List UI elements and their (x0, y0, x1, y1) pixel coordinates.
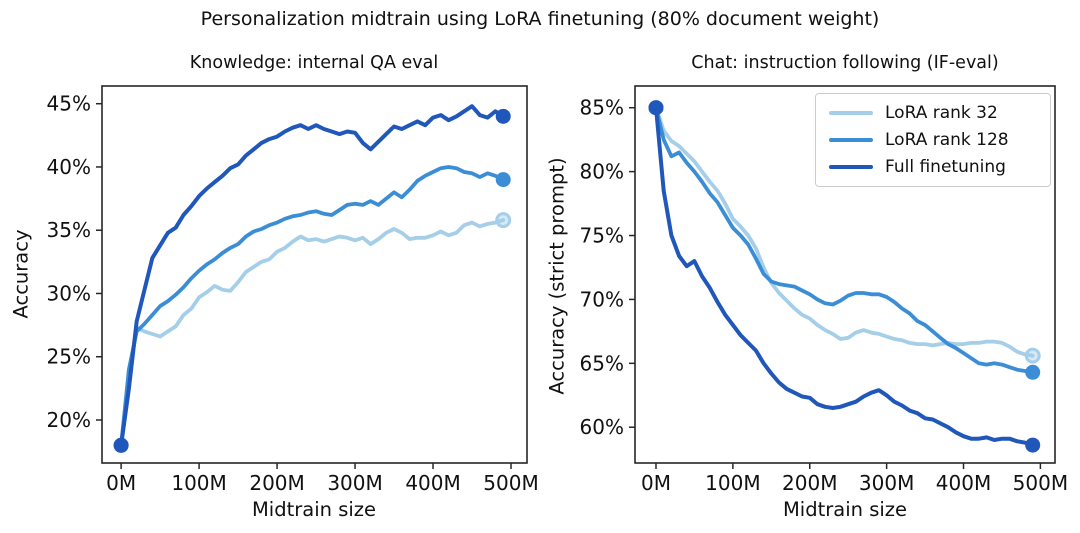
x-tick-label: 400M (405, 471, 460, 495)
legend-swatch-full-finetuning (829, 164, 873, 170)
start-marker-full-finetuning (648, 100, 664, 116)
y-tick-label: 70% (580, 287, 624, 311)
left-x-axis-label: Midtrain size (251, 498, 377, 521)
right-y-axis-label: Accuracy (strict prompt) (545, 157, 569, 395)
legend-label-lora-rank-128: LoRA rank 128 (885, 130, 1009, 150)
start-marker-full-finetuning (113, 437, 129, 453)
axis-ticks: 0M 100M 200M 300M 400M 500M 60% 65% 70% 75% 80% 85% (580, 96, 1069, 495)
x-tick-label: 200M (249, 471, 304, 495)
end-marker-full-finetuning (1025, 437, 1041, 453)
right-plot-title: Chat: instruction following (IF-eval) (691, 53, 999, 73)
y-tick-label: 65% (580, 351, 624, 375)
x-tick-label: 300M (859, 471, 914, 495)
axis-ticks: 0M 100M 200M 300M 400M 500M 20% 25% 30% 35% 40% 45% (47, 92, 539, 495)
x-tick-label: 0M (641, 471, 671, 495)
series-lora-rank-32 (113, 212, 512, 453)
end-marker-lora-rank-32 (495, 212, 512, 229)
legend-row-full-finetuning: Full finetuning (816, 157, 1050, 177)
subplot-left: 0M 100M 200M 300M 400M 500M 20% 25% 30% 35% 40% 45% (47, 85, 539, 495)
series-line-lora-rank-32 (119, 218, 506, 448)
y-tick-label: 25% (47, 345, 91, 369)
series-line-lora-rank-32 (654, 105, 1035, 358)
x-tick-label: 0M (106, 471, 136, 495)
series-lora-rank-128 (113, 165, 511, 453)
y-tick-label: 75% (580, 224, 624, 248)
series-line-lora-rank-128 (654, 105, 1035, 375)
y-tick-label: 45% (47, 92, 91, 116)
y-tick-label: 40% (47, 155, 91, 179)
left-plot-title: Knowledge: internal QA eval (189, 53, 439, 73)
legend-swatch-lora-rank-128 (829, 137, 873, 143)
axes-spines (101, 85, 528, 464)
x-tick-label: 100M (171, 471, 226, 495)
series-line-full-finetuning (119, 104, 506, 448)
x-tick-label: 200M (782, 471, 837, 495)
y-tick-label: 30% (47, 281, 91, 305)
x-tick-label: 400M (936, 471, 991, 495)
legend-swatch-lora-rank-32 (829, 110, 873, 116)
series-line-lora-rank-128 (119, 165, 506, 448)
y-tick-label: 60% (580, 415, 624, 439)
axes-spines (634, 85, 1056, 464)
left-y-axis-label: Accuracy (9, 229, 33, 319)
y-tick-label: 20% (47, 408, 91, 432)
y-tick-label: 80% (580, 160, 624, 184)
legend-label-full-finetuning: Full finetuning (885, 157, 1006, 177)
x-tick-label: 500M (483, 471, 538, 495)
x-tick-label: 100M (705, 471, 760, 495)
figure-suptitle: Personalization midtrain using LoRA fine… (200, 8, 880, 30)
legend-row-lora-rank-32: LoRA rank 32 (816, 103, 1050, 123)
end-marker-lora-rank-32 (1024, 347, 1041, 364)
y-tick-label: 85% (580, 96, 624, 120)
x-tick-label: 300M (327, 471, 382, 495)
y-tick-label: 35% (47, 218, 91, 242)
x-tick-label: 500M (1013, 471, 1068, 495)
end-marker-full-finetuning (495, 108, 511, 124)
subplot-right: 0M 100M 200M 300M 400M 500M 60% 65% 70% 75% 80% 85% (580, 85, 1069, 495)
series-line-full-finetuning (654, 105, 1035, 448)
end-marker-lora-rank-128 (1025, 364, 1041, 380)
right-x-axis-label: Midtrain size (782, 498, 908, 521)
legend-label-lora-rank-32: LoRA rank 32 (885, 103, 998, 123)
legend: LoRA rank 32 LoRA rank 128 Full finetuni… (815, 93, 1051, 187)
series-full-finetuning (113, 104, 511, 453)
legend-row-lora-rank-128: LoRA rank 128 (816, 130, 1050, 150)
series-full-finetuning (648, 100, 1041, 453)
end-marker-lora-rank-128 (495, 172, 511, 188)
